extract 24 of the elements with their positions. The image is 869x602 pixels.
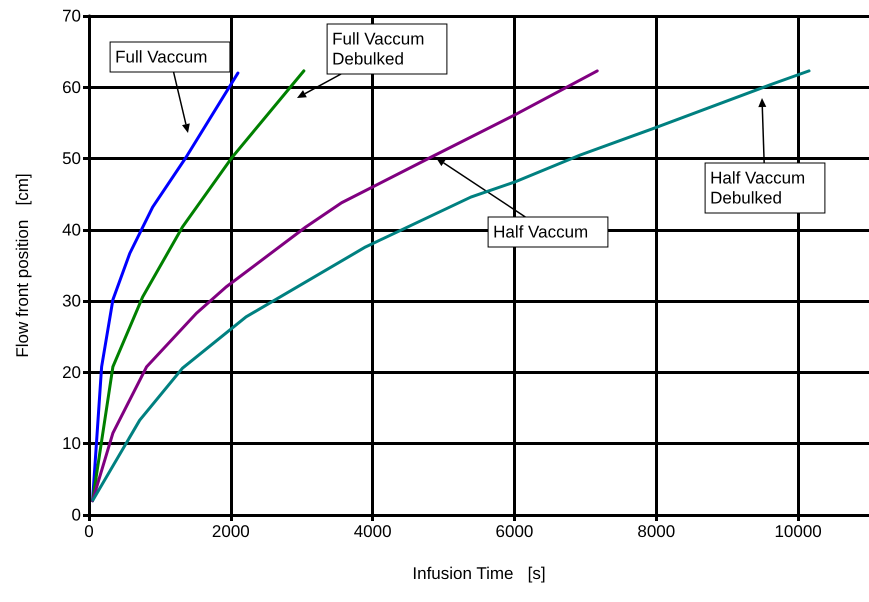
- y-tick-label: 40: [62, 220, 81, 240]
- annotation: Half Vaccum Debulked: [710, 168, 806, 208]
- annotation: Full Vaccum: [115, 48, 208, 66]
- x-tick-label: 8000: [637, 522, 676, 541]
- y-tick-label: 50: [62, 149, 81, 168]
- y-tick-label: 60: [62, 78, 81, 97]
- annotation: Full Vaccum Debulked: [332, 30, 424, 68]
- annotation: Half Vaccum: [493, 222, 588, 242]
- y-axis-title: Flow front position [cm]: [13, 173, 32, 358]
- x-tick-label: 6000: [496, 522, 534, 541]
- line-series: [91, 69, 599, 502]
- line-series: [91, 69, 306, 502]
- y-tick-label: 0: [72, 506, 81, 524]
- line-series: [91, 72, 240, 502]
- x-tick-label: 4000: [354, 522, 392, 541]
- line-series: [91, 69, 811, 502]
- y-tick-label: 70: [62, 6, 81, 26]
- x-tick-label: 10000: [774, 522, 822, 541]
- x-tick-label: 2000: [212, 522, 250, 541]
- x-axis-title: Infusion Time [s]: [412, 564, 546, 583]
- x-tick-label: 0: [84, 522, 94, 541]
- y-tick-label: 30: [62, 292, 81, 311]
- y-tick-label: 10: [62, 434, 81, 454]
- y-tick-label: 20: [62, 362, 81, 382]
